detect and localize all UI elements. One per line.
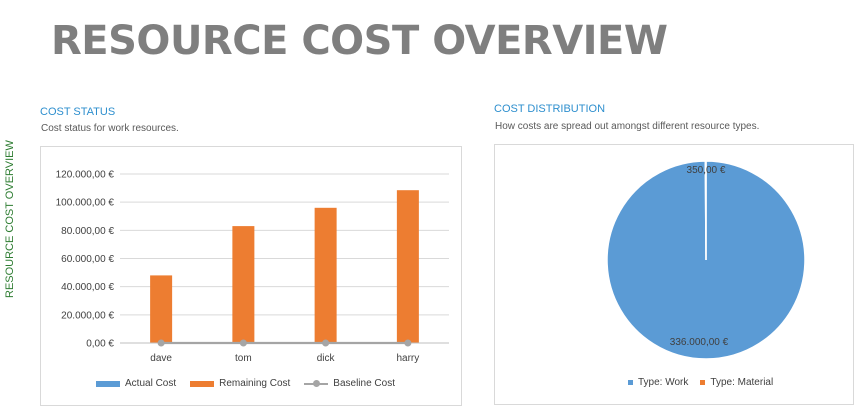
x-tick-label: dave: [150, 353, 172, 364]
cost-status-legend: Actual Cost Remaining Cost Baseline Cost: [96, 378, 395, 389]
pie-label-material: 350,00 €: [687, 165, 726, 176]
baseline-swatch: [304, 379, 329, 387]
bar-remaining-tom[interactable]: [232, 226, 255, 343]
remaining-swatch: [190, 380, 215, 387]
legend-material-label: Type: Material: [710, 377, 774, 388]
legend-item-remaining: Remaining Cost: [190, 378, 290, 389]
cost-distribution-legend: Type: Work Type: Material: [628, 377, 773, 388]
y-tick-label: 120.000,00 €: [56, 170, 115, 181]
legend-remaining-label: Remaining Cost: [219, 378, 291, 389]
cost-status-chart-panel[interactable]: 0,00 € 20.000,00 € 40.000,00 € 60.000,00 € 8…: [40, 146, 462, 406]
y-tick-label: 80.000,00 €: [61, 226, 114, 237]
cost-distribution-chart-panel[interactable]: 336.000,00 € 350,00 € Type: Work Type: Ma…: [494, 144, 854, 405]
cost-status-title: COST STATUS: [40, 106, 116, 118]
legend-actual-label: Actual Cost: [125, 378, 177, 389]
legend-item-actual: Actual Cost: [96, 378, 176, 389]
x-tick-label: tom: [235, 353, 252, 364]
baseline-point-dave[interactable]: [157, 339, 165, 347]
actual-swatch: [96, 380, 120, 387]
legend-item-material: Type: Material: [700, 377, 773, 388]
pie-label-work: 336.000,00 €: [670, 337, 729, 348]
y-tick-label: 20.000,00 €: [61, 310, 114, 321]
cost-distribution-subtitle: How costs are spread out amongst differe…: [495, 121, 760, 132]
x-tick-label: dick: [317, 353, 336, 364]
cost-status-subtitle: Cost status for work resources.: [41, 123, 179, 134]
y-tick-label: 0,00 €: [86, 339, 114, 350]
page-title: RESOURCE COST OVERVIEW: [51, 18, 668, 64]
legend-item-baseline: Baseline Cost: [304, 378, 395, 389]
bar-remaining-dave[interactable]: [150, 275, 173, 343]
legend-item-work: Type: Work: [628, 377, 688, 388]
cost-distribution-title: COST DISTRIBUTION: [494, 103, 606, 115]
baseline-point-tom[interactable]: [239, 339, 247, 347]
material-swatch: [700, 380, 706, 385]
work-swatch: [628, 380, 633, 385]
y-tick-label: 60.000,00 €: [61, 254, 114, 265]
y-tick-label: 40.000,00 €: [61, 282, 114, 293]
y-tick-label: 100.000,00 €: [56, 198, 115, 209]
pie-slice-material[interactable]: [704, 160, 707, 261]
bar-remaining-harry[interactable]: [396, 190, 419, 343]
legend-baseline-label: Baseline Cost: [333, 378, 395, 389]
baseline-point-dick[interactable]: [322, 339, 330, 347]
cost-distribution-pie-chart: 336.000,00 € 350,00 €: [606, 160, 806, 360]
cost-status-bar-chart: 0,00 € 20.000,00 € 40.000,00 € 60.000,00 € 8…: [56, 170, 449, 364]
x-tick-label: harry: [396, 353, 419, 364]
legend-work-label: Type: Work: [638, 377, 689, 388]
side-label: RESOURCE COST OVERVIEW: [4, 140, 16, 298]
baseline-point-harry[interactable]: [404, 339, 412, 347]
bar-remaining-dick[interactable]: [314, 207, 337, 343]
